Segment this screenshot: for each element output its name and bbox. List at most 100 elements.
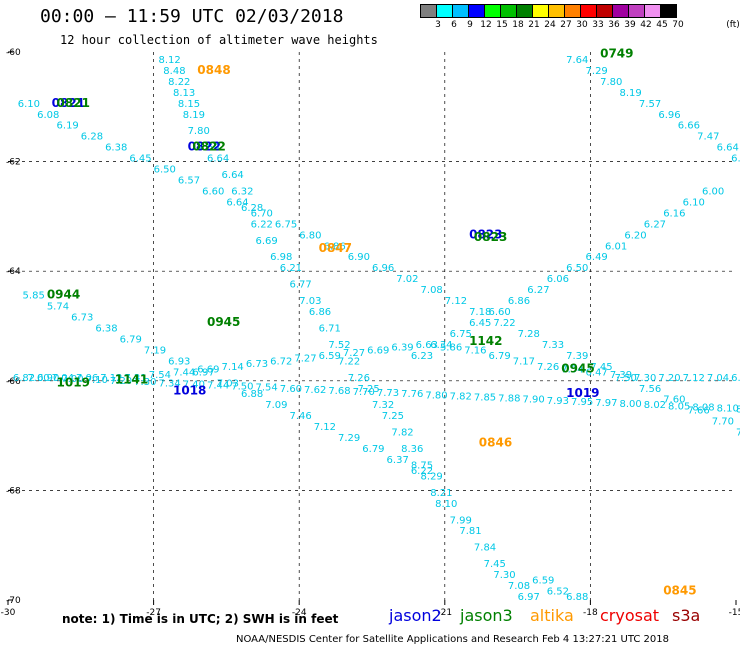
swh-value-label: 7.03: [217, 378, 239, 389]
swh-value-label: 7.20: [110, 376, 132, 387]
swh-value-label: 7.32: [372, 400, 394, 411]
y-tick-label: -62: [6, 158, 21, 168]
swh-value-label: 7.82: [391, 428, 413, 439]
swh-value-label: 7.88: [498, 394, 520, 405]
swh-value-label: 7.08: [421, 285, 443, 296]
swh-value-label: 7.12: [100, 373, 122, 384]
pass-time-label: 0822: [188, 140, 221, 154]
pass-time-label: 0944: [47, 288, 80, 302]
swh-value-label: 6.63: [416, 340, 438, 351]
swh-value-label: 7.50: [615, 373, 637, 384]
swh-value-label: 6.64: [207, 154, 229, 165]
swh-value-label: 6.71: [319, 323, 341, 334]
swh-value-label: 6.50: [154, 165, 176, 176]
pass-time-label: 0822: [192, 140, 225, 154]
swh-value-label: 7.57: [639, 99, 661, 110]
swh-value-label: 6.16: [663, 208, 685, 219]
y-tick-label: -64: [6, 267, 21, 277]
swh-value-label: 6.32: [231, 186, 253, 197]
swh-value-label: 8.75: [411, 460, 433, 471]
swh-value-label: 6.96: [372, 263, 394, 274]
swh-value-label: 7.97: [595, 398, 617, 409]
pass-time-label: 0845: [663, 584, 696, 598]
swh-value-label: 6.59: [532, 576, 554, 587]
swh-value-label: 7.09: [265, 400, 287, 411]
colorbar-labels: (ft) 3 6 9 12 15 18 21 24 27 30 33 36 39 42 45 70: [421, 18, 740, 30]
swh-value-label: 6.69: [256, 236, 278, 247]
swh-value-label: 7.26: [348, 373, 370, 384]
colorbar-tick-label: 39: [624, 20, 636, 30]
swh-value-label: 7.34: [158, 378, 180, 389]
swh-value-label: 7.12: [314, 422, 336, 433]
swh-value-label: 7.39: [566, 351, 588, 362]
colorbar-tick-label: 45: [656, 20, 668, 30]
swh-value-label: 8.22: [168, 77, 190, 88]
chart-title: 00:00 – 11:59 UTC 02/03/2018: [40, 6, 344, 27]
swh-value-label: 7.80: [425, 390, 447, 401]
swh-value-label: 6.77: [289, 280, 311, 291]
y-tick-label: -70: [6, 596, 21, 606]
swh-value-label: 6.22: [251, 219, 273, 230]
swh-value-label: 6.72: [270, 356, 292, 367]
swh-value-label: 5.74: [47, 302, 69, 313]
swh-value-label: 6.50: [566, 263, 588, 274]
swh-value-label: 8.10: [717, 403, 739, 414]
colorbar-tick-label: 24: [544, 20, 556, 30]
swh-value-label: 8.48: [163, 66, 185, 77]
swh-value-label: 7.60: [280, 384, 302, 395]
swh-value-label: 7.44: [207, 380, 229, 391]
pass-time-label: 0945: [207, 315, 240, 329]
swh-value-label: 7.90: [522, 395, 544, 406]
swh-value-label: 6.70: [251, 208, 273, 219]
swh-value-label: 6.08: [37, 110, 59, 121]
footer-note: note: 1) Time is in UTC; 2) SWH is in fe…: [62, 612, 339, 626]
swh-value-label: 7.21: [124, 373, 146, 384]
swh-value-label: 7.39: [610, 370, 632, 381]
colorbar-tick-label: 21: [528, 20, 540, 30]
swh-value-label: 6.90: [37, 373, 59, 384]
swh-value-label: 7.14: [222, 362, 244, 373]
swh-value-label: 8.12: [736, 405, 740, 416]
swh-value-label: 7.54: [561, 365, 583, 376]
legend-entry-s3a: s3a: [672, 606, 701, 625]
swh-value-label: 6.75: [450, 329, 472, 340]
y-tick-label: -60: [6, 48, 21, 58]
colorbar-tick-label: 6: [451, 20, 457, 30]
swh-value-label: 7.70: [353, 387, 375, 398]
colorbar-tick-label: 42: [640, 20, 652, 30]
swh-value-label: 8.08: [692, 402, 714, 413]
swh-value-label: 7.08: [508, 581, 530, 592]
swh-value-label: 8.19: [183, 110, 205, 121]
swh-value-label: 7.52: [328, 340, 350, 351]
swh-value-label: 7.80: [188, 126, 210, 137]
x-tick-label: -21: [437, 608, 452, 618]
swh-value-label: 6.73: [71, 313, 93, 324]
swh-value-label: 7.27: [294, 354, 316, 365]
swh-value-label: 6.21: [280, 263, 302, 274]
y-tick-label: -66: [6, 377, 21, 387]
pass-time-label: 1142: [469, 334, 502, 348]
swh-value-label: 5.86: [440, 343, 462, 354]
swh-value-label: 7.85: [474, 393, 496, 404]
swh-value-label: 7.04: [707, 373, 729, 384]
swh-value-label: 7.54: [256, 383, 278, 394]
swh-value-label: 6.90: [348, 252, 370, 263]
swh-value-label: 6.64: [226, 197, 248, 208]
swh-value-label: 7.28: [518, 329, 540, 340]
swh-value-label: 7.22: [338, 356, 360, 367]
swh-value-label: 7.80: [600, 77, 622, 88]
swh-value-label: 7.64: [566, 55, 588, 66]
swh-value-label: 6.97: [192, 367, 214, 378]
pass-time-label: 0846: [479, 436, 512, 450]
swh-value-label: 6.86: [323, 241, 345, 252]
y-tick-label: -68: [6, 486, 21, 496]
footer-credit: NOAA/NESDIS Center for Satellite Applica…: [236, 634, 669, 645]
legend-entry-jason2: jason2: [389, 606, 442, 625]
swh-value-label: 6.38: [95, 323, 117, 334]
swh-value-label: 6.01: [605, 241, 627, 252]
swh-value-label: 6.64: [717, 143, 739, 154]
colorbar-unit: (ft): [726, 20, 740, 30]
swh-value-label: 7.29: [586, 66, 608, 77]
swh-value-label: 6.79: [120, 334, 142, 345]
